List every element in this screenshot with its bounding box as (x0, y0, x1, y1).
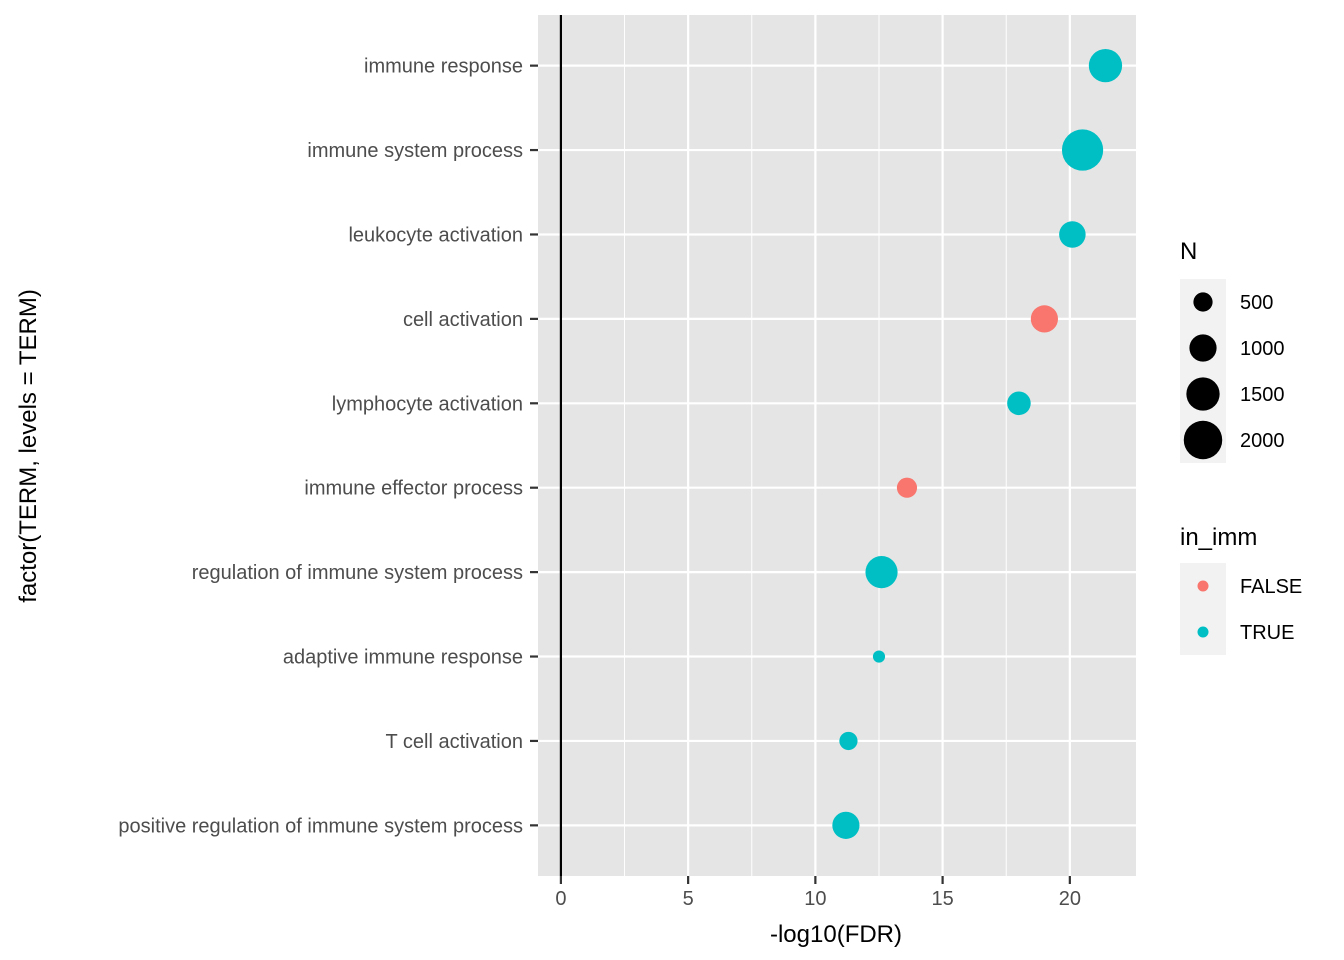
data-point (832, 811, 860, 839)
y-axis-title: factor(TERM, levels = TERM) (15, 289, 42, 603)
x-tick-label: 5 (683, 888, 694, 910)
color-legend-title: in_imm (1180, 524, 1257, 551)
x-tick-label: 0 (555, 888, 566, 910)
axes: immune response immune system process leuk… (118, 56, 1081, 910)
y-tick-label: regulation of immune system process (192, 562, 523, 584)
data-point (1061, 129, 1104, 171)
y-tick-label: immune system process (307, 140, 523, 162)
y-tick-label: leukocyte activation (348, 224, 523, 246)
y-tick-label: adaptive immune response (283, 647, 523, 669)
data-point (865, 556, 898, 589)
color-legend-key (1197, 580, 1209, 592)
x-tick-label: 15 (931, 888, 953, 910)
color-legend-keys (1180, 563, 1226, 655)
data-point (1088, 48, 1123, 83)
color-legend-label: FALSE (1240, 576, 1302, 598)
y-tick-label: cell activation (403, 309, 523, 331)
data-points (832, 48, 1123, 839)
size-legend-key (1193, 292, 1213, 312)
color-legend-label: TRUE (1240, 622, 1294, 644)
y-tick-label: immune response (364, 56, 523, 78)
plot-panel (538, 15, 1136, 876)
x-tick-label: 10 (804, 888, 826, 910)
data-point (1030, 305, 1058, 333)
data-point (872, 650, 886, 663)
color-legend-key (1197, 626, 1209, 638)
size-legend-key (1186, 377, 1220, 411)
size-legend-label: 1500 (1240, 384, 1285, 406)
data-point (839, 731, 858, 751)
legend: N 500 1000 1500 2000 in_imm FALSE TRUE (1180, 238, 1302, 655)
y-tick-label: positive regulation of immune system pro… (118, 815, 523, 837)
data-point (896, 477, 918, 498)
size-legend-key (1183, 420, 1223, 460)
y-tick-label: lymphocyte activation (332, 393, 523, 415)
size-legend-label: 1000 (1240, 338, 1285, 360)
size-legend-label: 2000 (1240, 430, 1285, 452)
data-point (1059, 221, 1086, 248)
size-legend-key (1189, 334, 1217, 362)
y-tick-label: T cell activation (386, 731, 523, 753)
x-axis-title: -log10(FDR) (770, 921, 902, 948)
data-point (1007, 391, 1031, 416)
size-legend-label: 500 (1240, 292, 1273, 314)
y-tick-label: immune effector process (304, 478, 523, 500)
x-tick-label: 20 (1059, 888, 1081, 910)
size-legend-title: N (1180, 238, 1197, 265)
panel-background (538, 15, 1136, 876)
